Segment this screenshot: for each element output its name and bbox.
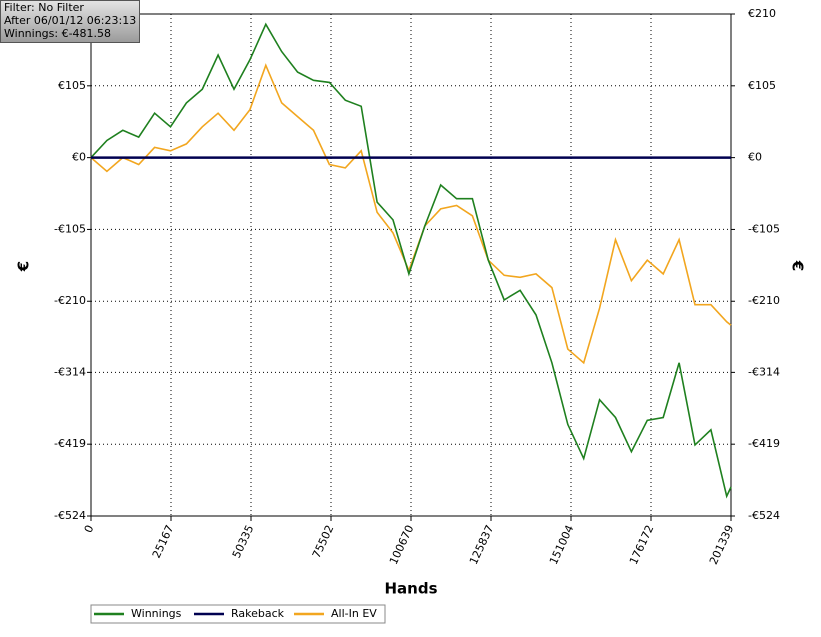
annotation: Filter: No Filter [4,1,84,14]
y2-tick-label: €0 [748,151,762,164]
x-tick-label: 0 [82,523,97,535]
x-axis-title: Hands [384,580,437,598]
y-tick-label: -€419 [54,437,86,450]
y2-tick-label: -€314 [748,365,780,378]
y2-tick-label: -€210 [748,294,780,307]
legend-label: All-In EV [331,607,377,620]
x-tick-label: 50335 [230,523,257,560]
y2-tick-label: €105 [748,79,776,92]
y-axis-title: € [15,261,33,272]
x-tick-label: 151004 [547,523,577,567]
x-tick-label: 201339 [707,523,737,567]
y2-tick-label: €210 [748,7,776,20]
series-line [90,22,732,499]
x-tick-label: 176172 [627,523,657,567]
y-tick-label: -€314 [54,365,86,378]
x-tick-label: 25167 [150,523,177,560]
annotation: Winnings: €-481.58 [4,27,111,40]
legend-label: Winnings [131,607,182,620]
y-tick-label: -€105 [54,222,86,235]
y-tick-label: €0 [72,151,86,164]
x-tick-label: 125837 [467,523,497,567]
legend [90,604,386,624]
y2-tick-label: -€105 [748,222,780,235]
info-box: Filter: No Filter After 06/01/12 06:23:1… [0,0,140,43]
annotation: After 06/01/12 06:23:13 [4,14,136,27]
y2-axis-title: € [789,260,807,271]
y-tick-label: -€524 [54,509,86,522]
x-tick-label: 75502 [310,523,337,560]
legend-label: Rakeback [231,607,285,620]
y-tick-label: €105 [58,79,86,92]
y-tick-label: -€210 [54,294,86,307]
y2-tick-label: -€419 [748,437,780,450]
x-tick-label: 100670 [387,523,417,567]
y2-tick-label: -€524 [748,509,780,522]
